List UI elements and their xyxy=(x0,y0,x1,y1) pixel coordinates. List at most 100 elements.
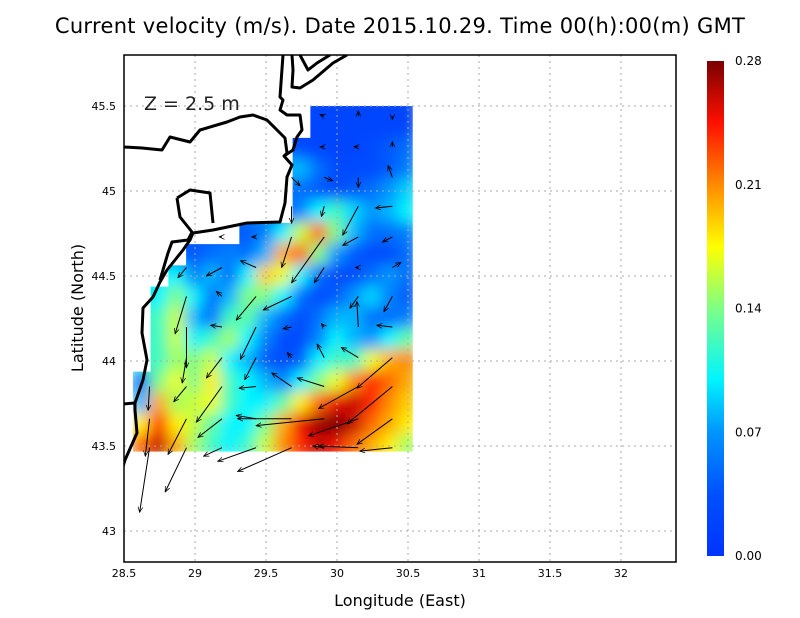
velocity-arrow xyxy=(211,325,223,327)
heatmap-cell xyxy=(238,243,259,267)
heatmap-cell xyxy=(380,136,401,161)
heatmap-cell xyxy=(220,243,241,267)
heatmap-cell xyxy=(149,370,170,394)
velocity-arrow xyxy=(206,357,223,378)
heatmap-cell xyxy=(344,328,365,352)
heatmap-cell xyxy=(398,179,413,203)
heatmap-cell xyxy=(220,158,241,182)
velocity-arrow xyxy=(140,447,151,513)
velocity-arrow xyxy=(357,302,358,328)
heatmap-cell xyxy=(291,243,312,267)
heatmap-cell xyxy=(238,391,259,416)
velocity-arrow xyxy=(314,267,325,283)
y-tick-label: 44 xyxy=(102,355,116,368)
heatmap-cell xyxy=(132,115,152,139)
heatmap-cell xyxy=(256,285,276,309)
colorbar xyxy=(707,61,724,556)
heatmap-cell xyxy=(309,158,330,182)
heatmap-cell xyxy=(309,243,330,267)
heatmap-cell xyxy=(380,158,401,182)
x-tick-label: 28.5 xyxy=(112,567,137,580)
heatmap-cell xyxy=(202,221,223,246)
heatmap-cell xyxy=(362,434,383,452)
velocity-arrow xyxy=(206,267,223,277)
heatmap-cell xyxy=(362,136,383,161)
heatmap-cell xyxy=(273,328,294,352)
y-tick-label: 43.5 xyxy=(92,440,117,453)
heatmap-cell xyxy=(149,306,170,331)
heatmap-cell xyxy=(398,200,413,224)
heatmap-cell xyxy=(256,328,276,352)
velocity-arrow xyxy=(392,262,401,268)
coastline-lagoon xyxy=(158,188,215,281)
heatmap-cell xyxy=(273,349,294,373)
heatmap-cell xyxy=(185,328,205,352)
heatmap-cell xyxy=(344,221,365,246)
heatmap-cell xyxy=(309,306,330,331)
heatmap-cell xyxy=(273,264,294,288)
heatmap-cell xyxy=(362,264,383,288)
y-tick-label: 43 xyxy=(102,525,116,538)
heatmap-cell xyxy=(309,115,330,139)
velocity-arrow xyxy=(375,206,393,208)
velocity-arrow xyxy=(297,378,325,387)
heatmap-cell xyxy=(202,136,223,161)
colorbar-tick-label: 0.28 xyxy=(735,54,762,68)
heatmap-cell xyxy=(380,370,401,394)
x-tick-label: 32 xyxy=(614,567,628,580)
velocity-arrow xyxy=(291,177,301,186)
heatmap-cell xyxy=(327,106,347,118)
heatmap-cell xyxy=(220,370,241,394)
heatmap-cell xyxy=(220,306,241,331)
velocity-arrow xyxy=(342,206,359,235)
heatmap-cell xyxy=(327,264,347,288)
heatmap-cell xyxy=(238,306,259,331)
heatmap-cell xyxy=(398,285,413,309)
heatmap-cell xyxy=(398,370,413,394)
heatmap-cell xyxy=(291,285,312,309)
velocity-arrow xyxy=(319,386,359,410)
heatmap-cell xyxy=(167,158,188,182)
heatmap-cell xyxy=(167,115,188,139)
heatmap-cell xyxy=(344,413,365,437)
y-tick-label: 45.5 xyxy=(92,100,117,113)
heatmap-cell xyxy=(380,200,401,224)
heatmap-cell xyxy=(167,434,188,452)
heatmap-cell xyxy=(362,115,383,139)
heatmap-cell xyxy=(309,413,330,437)
heatmap-cell xyxy=(291,413,312,437)
velocity-arrow xyxy=(236,296,257,320)
heatmap-cell xyxy=(309,285,330,309)
velocity-arrow xyxy=(324,177,333,180)
heatmap-cell xyxy=(202,285,223,309)
y-tick-label: 45 xyxy=(102,185,116,198)
heatmap-cell xyxy=(167,413,188,437)
heatmap-cell xyxy=(380,285,401,309)
heatmap-cell xyxy=(398,158,413,182)
heatmap-cell xyxy=(132,200,152,224)
velocity-arrow xyxy=(357,357,393,389)
heatmap-cell xyxy=(309,106,330,118)
heatmap-cell xyxy=(273,306,294,331)
velocity-arrow xyxy=(196,386,223,423)
heatmap-cell xyxy=(149,434,170,452)
heatmap-cell xyxy=(167,328,188,352)
heatmap-cell xyxy=(380,243,401,267)
heatmap-cell xyxy=(149,221,170,246)
y-tick-labels: 45.5 45 44.5 44 43.5 43 xyxy=(92,100,117,538)
heatmap-cell xyxy=(220,179,241,203)
x-tick-label: 31 xyxy=(472,567,486,580)
heatmap-cell xyxy=(344,106,365,118)
velocity-arrow xyxy=(343,236,359,246)
velocity-arrow xyxy=(238,447,292,472)
velocity-arrow xyxy=(148,386,149,411)
heatmap-cell xyxy=(273,243,294,267)
velocity-arrow xyxy=(182,357,187,384)
heatmap-cell xyxy=(398,106,413,118)
velocity-arrow xyxy=(204,447,223,457)
heatmap-cell xyxy=(202,413,223,437)
heatmap-cell xyxy=(327,285,347,309)
heatmap-cell xyxy=(149,413,170,437)
heatmap-cell xyxy=(291,328,312,352)
velocity-arrow xyxy=(319,446,359,448)
